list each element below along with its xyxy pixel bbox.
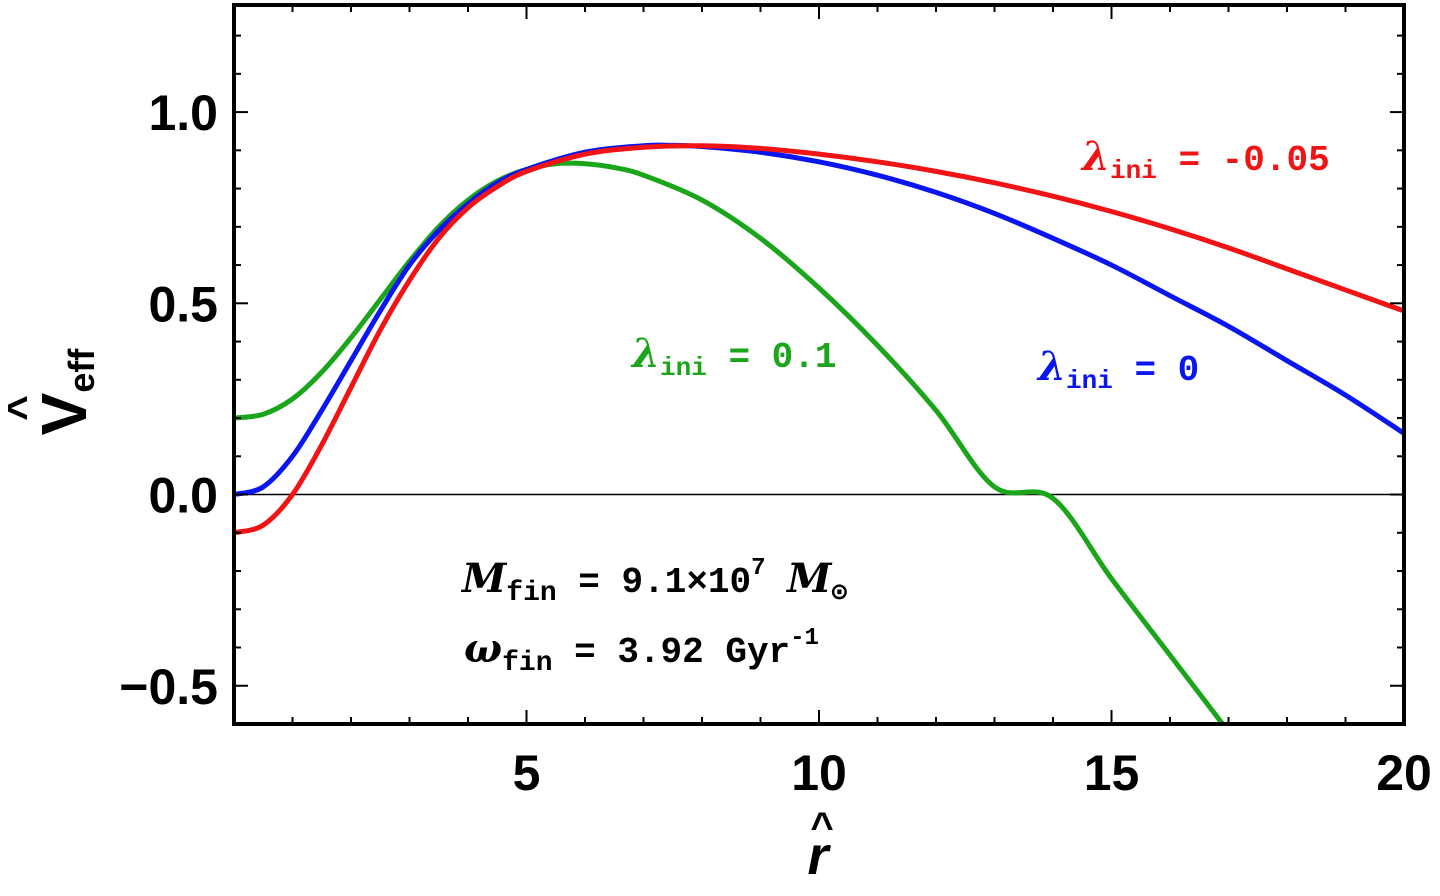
series-line-0 [234,160,1225,724]
legend-sub-1: ini [1066,366,1113,396]
y-tick-label: 1.0 [148,85,218,141]
svg-text:ωfin = 3.92 Gyr-1: ωfin = 3.92 Gyr-1 [464,625,819,679]
svg-text:λini = -0.05: λini = -0.05 [1080,133,1330,186]
x-tick-label: 5 [513,745,541,801]
legend-rest-1: = 0 [1113,350,1199,391]
y-axis-hat: ^ [0,395,48,421]
legend-label-series-2: λini = -0.05 [1080,133,1330,186]
annotation-omega: ωfin = 3.92 Gyr-1 [464,625,819,679]
series-line-1 [234,142,1404,497]
legend-label-series-0: λini = 0.1 [630,330,836,383]
legend-rest-2: = -0.05 [1157,140,1330,181]
svg-text:λini = 0: λini = 0 [1036,343,1199,396]
legend-label-series-1: λini = 0 [1036,343,1199,396]
svg-text:Mfin = 9.1×107 M⊙: Mfin = 9.1×107 M⊙ [460,555,847,609]
y-tick-label: −0.5 [119,659,218,715]
y-axis-label-sub: eff [61,348,102,393]
x-tick-label: 20 [1376,745,1432,801]
x-axis-hat: ^ [810,805,833,849]
plot-frame [232,3,1406,726]
y-tick-label: 0.0 [148,468,218,524]
legend-sub-0: ini [660,353,707,383]
y-axis-label: Veff ^ [0,348,102,436]
series-line-2 [234,143,1404,536]
x-tick-label: 15 [1084,745,1140,801]
x-tick-label: 10 [791,745,847,801]
y-axis-label-text: V [28,392,100,435]
legend-symbol-1: λ [1036,343,1066,390]
legend-sub-2: ini [1110,156,1157,186]
svg-text:Veff: Veff [28,348,102,436]
y-tick-label: 0.5 [148,276,218,332]
legend-rest-0: = 0.1 [707,337,837,378]
x-axis-label: r ^ [807,805,833,886]
legend-symbol-2: λ [1080,133,1110,180]
x-axis-label-text: r [807,826,831,886]
annotation-mass: Mfin = 9.1×107 M⊙ [460,555,847,609]
svg-text:λini = 0.1: λini = 0.1 [630,330,836,383]
legend-symbol-0: λ [630,330,660,377]
